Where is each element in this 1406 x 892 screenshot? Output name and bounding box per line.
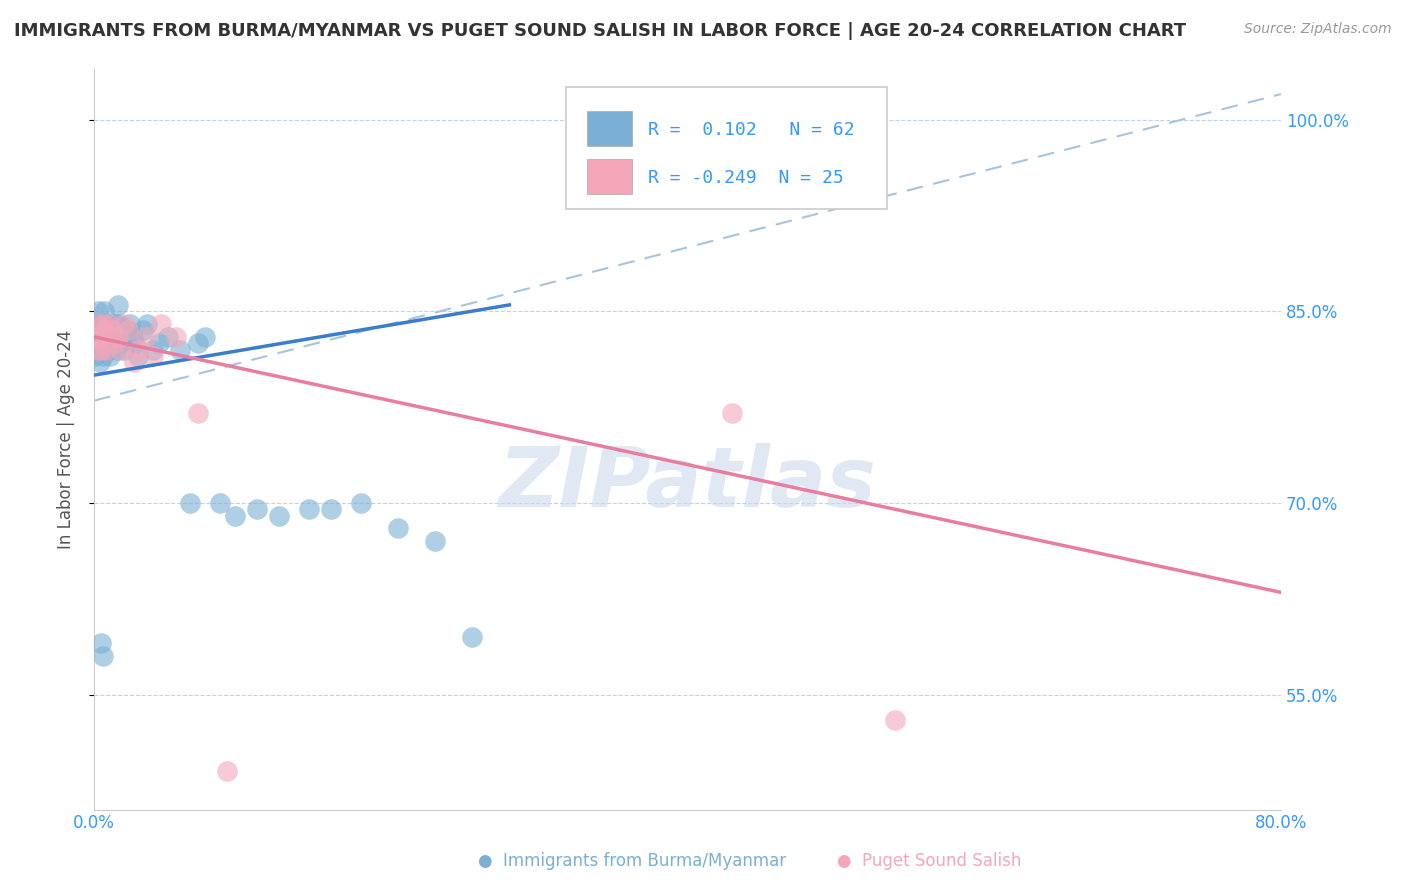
Point	[425, 534, 447, 549]
Point	[86, 343, 108, 357]
Point	[87, 317, 110, 331]
Point	[93, 343, 115, 357]
Point	[93, 304, 115, 318]
Point	[142, 343, 165, 357]
Point	[86, 343, 108, 357]
Point	[298, 502, 321, 516]
Point	[96, 323, 118, 337]
Text: ●  Immigrants from Burma/Myanmar: ● Immigrants from Burma/Myanmar	[478, 852, 786, 870]
Point	[269, 508, 291, 523]
Point	[103, 323, 125, 337]
Point	[721, 407, 744, 421]
Point	[148, 336, 170, 351]
Point	[86, 317, 108, 331]
FancyBboxPatch shape	[586, 159, 631, 194]
Point	[165, 330, 187, 344]
Point	[104, 336, 127, 351]
Point	[97, 330, 120, 344]
Point	[187, 407, 209, 421]
Point	[105, 343, 128, 357]
Point	[90, 323, 112, 337]
Point	[94, 330, 117, 344]
Point	[97, 336, 120, 351]
Point	[884, 713, 907, 727]
Point	[135, 330, 157, 344]
Point	[387, 521, 409, 535]
Point	[112, 317, 135, 331]
Point	[179, 496, 201, 510]
Point	[90, 330, 112, 344]
Point	[224, 508, 246, 523]
Point	[96, 343, 118, 357]
Point	[100, 317, 122, 331]
Text: Source: ZipAtlas.com: Source: ZipAtlas.com	[1244, 22, 1392, 37]
Point	[89, 317, 111, 331]
Point	[122, 355, 145, 369]
Point	[157, 330, 180, 344]
Point	[107, 330, 129, 344]
Text: R =  0.102   N = 62: R = 0.102 N = 62	[648, 121, 855, 139]
Point	[127, 349, 149, 363]
Point	[110, 336, 132, 351]
Point	[91, 317, 114, 331]
Point	[97, 317, 120, 331]
Point	[89, 330, 111, 344]
Point	[105, 317, 128, 331]
Point	[127, 343, 149, 357]
FancyBboxPatch shape	[567, 87, 887, 210]
Point	[121, 330, 143, 344]
Point	[108, 317, 131, 331]
Text: R = -0.249  N = 25: R = -0.249 N = 25	[648, 169, 844, 187]
Point	[98, 349, 121, 363]
Point	[104, 330, 127, 344]
Point	[115, 323, 138, 337]
Point	[84, 343, 107, 357]
Point	[94, 343, 117, 357]
Y-axis label: In Labor Force | Age 20-24: In Labor Force | Age 20-24	[58, 329, 75, 549]
Point	[89, 336, 111, 351]
Point	[86, 323, 108, 337]
Point	[194, 330, 217, 344]
Point	[107, 298, 129, 312]
Text: IMMIGRANTS FROM BURMA/MYANMAR VS PUGET SOUND SALISH IN LABOR FORCE | AGE 20-24 C: IMMIGRANTS FROM BURMA/MYANMAR VS PUGET S…	[14, 22, 1187, 40]
Point	[187, 336, 209, 351]
Text: ZIPatlas: ZIPatlas	[499, 443, 876, 524]
Point	[90, 343, 112, 357]
Point	[90, 636, 112, 650]
Point	[87, 330, 110, 344]
Point	[321, 502, 343, 516]
Point	[110, 343, 132, 357]
Point	[91, 317, 114, 331]
Point	[136, 317, 159, 331]
Point	[217, 764, 239, 779]
Point	[246, 502, 269, 516]
Point	[132, 323, 155, 337]
Point	[112, 343, 135, 357]
Point	[94, 343, 117, 357]
Text: ●  Puget Sound Salish: ● Puget Sound Salish	[837, 852, 1021, 870]
FancyBboxPatch shape	[586, 111, 631, 146]
Point	[124, 336, 146, 351]
Point	[111, 323, 134, 337]
Point	[118, 317, 141, 331]
Point	[87, 304, 110, 318]
Point	[89, 355, 111, 369]
Point	[91, 649, 114, 664]
Point	[93, 323, 115, 337]
Point	[149, 317, 172, 331]
Point	[169, 343, 191, 357]
Point	[461, 630, 484, 644]
Point	[100, 323, 122, 337]
Point	[87, 343, 110, 357]
Point	[90, 343, 112, 357]
Point	[84, 349, 107, 363]
Point	[84, 330, 107, 344]
Point	[142, 349, 165, 363]
Point	[91, 349, 114, 363]
Point	[94, 317, 117, 331]
Point	[209, 496, 232, 510]
Point	[117, 323, 139, 337]
Point	[350, 496, 373, 510]
